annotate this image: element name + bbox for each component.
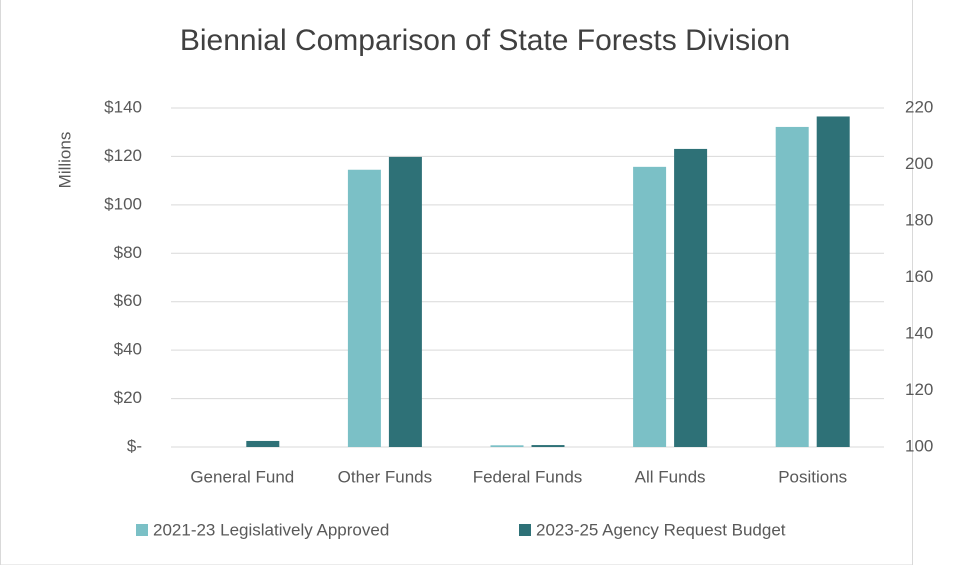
legend-label: 2021-23 Legislatively Approved [153, 520, 389, 539]
y2-tick-label: 200 [905, 154, 933, 173]
y-tick-label: $100 [104, 194, 142, 213]
y-axis-label: Millions [55, 132, 74, 189]
x-tick-label: Federal Funds [473, 467, 583, 486]
bar [490, 445, 524, 447]
y-tick-label: $20 [114, 388, 142, 407]
y2-tick-label: 160 [905, 267, 933, 286]
y2-tick-label: 100 [905, 436, 933, 455]
y2-tick-label: 180 [905, 210, 933, 229]
x-tick-label: Other Funds [338, 467, 433, 486]
y2-tick-label: 120 [905, 380, 933, 399]
y2-tick-label: 140 [905, 323, 933, 342]
chart-frame [0, 0, 913, 565]
bar [347, 169, 381, 447]
y-tick-label: $120 [104, 146, 142, 165]
legend-label: 2023-25 Agency Request Budget [536, 520, 786, 539]
legend-swatch [519, 524, 531, 536]
bar [633, 166, 667, 448]
y-tick-label: $40 [114, 340, 142, 359]
bar [246, 440, 280, 447]
bar [674, 148, 708, 447]
legend-swatch [136, 524, 148, 536]
bar [816, 116, 850, 447]
chart-title: Biennial Comparison of State Forests Div… [180, 24, 790, 57]
bar [531, 445, 565, 447]
x-tick-label: Positions [778, 467, 847, 486]
y-tick-label: $140 [104, 97, 142, 116]
x-tick-label: All Funds [635, 467, 706, 486]
bar [388, 156, 422, 448]
x-tick-label: General Fund [190, 467, 294, 486]
y2-tick-label: 220 [905, 97, 933, 116]
bar [775, 126, 809, 448]
y-tick-label: $- [127, 436, 142, 455]
y-tick-label: $60 [114, 291, 142, 310]
y-tick-label: $80 [114, 243, 142, 262]
